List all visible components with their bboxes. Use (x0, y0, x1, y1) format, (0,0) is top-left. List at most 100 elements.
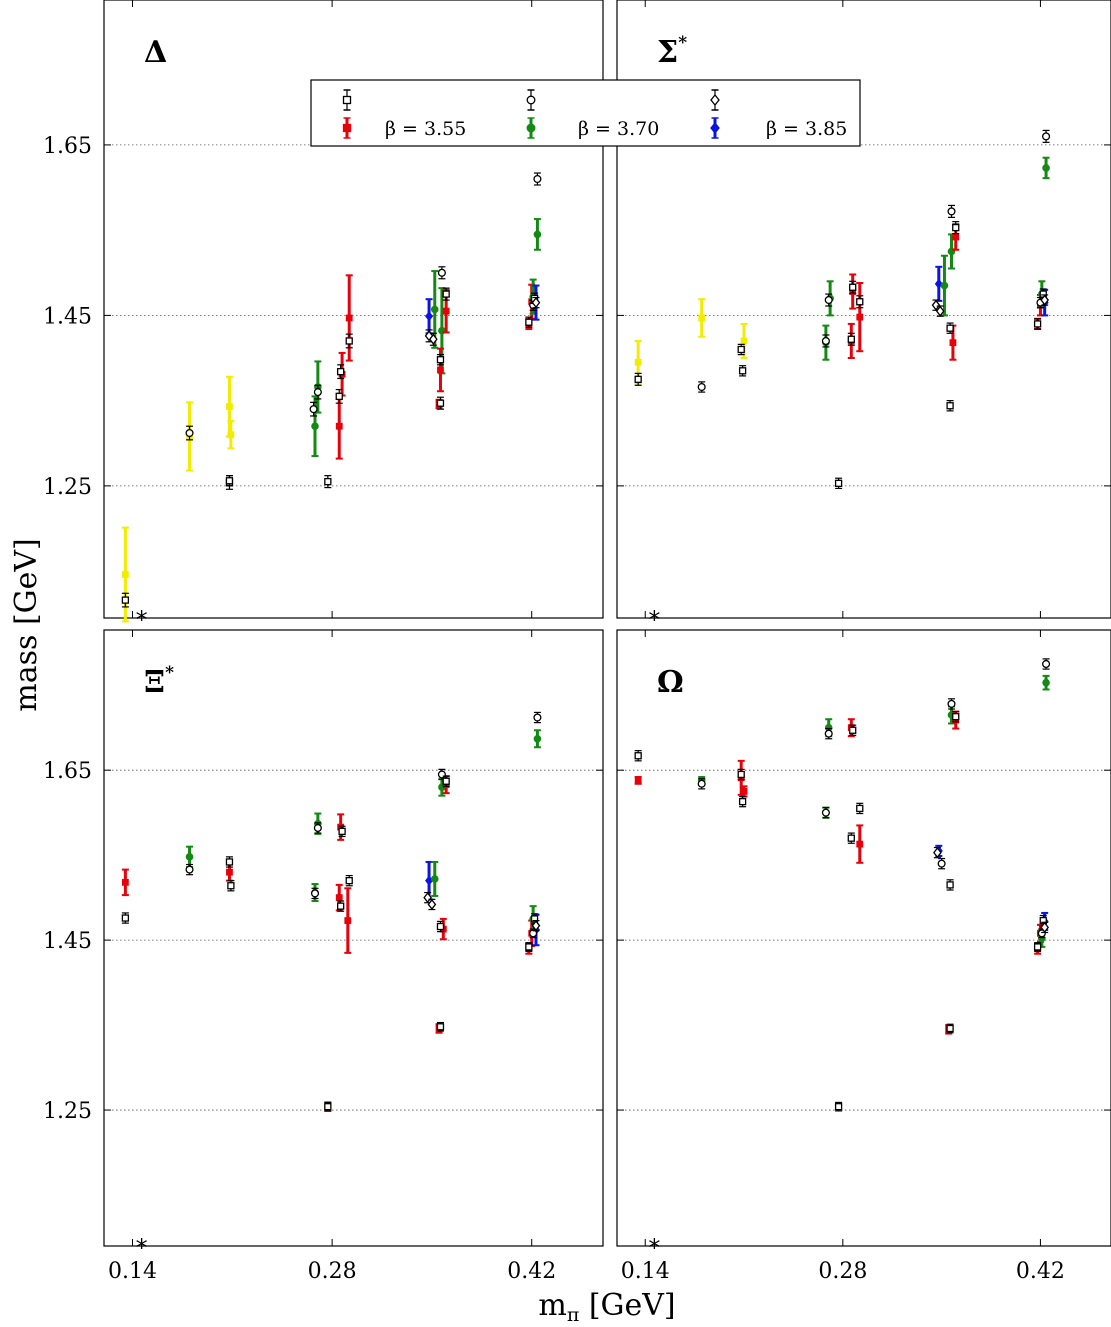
data-point-open (946, 400, 954, 412)
circle-marker (309, 405, 318, 414)
data-point-open (533, 711, 542, 724)
square-marker (634, 375, 642, 383)
square-marker (121, 571, 129, 578)
data-point-open (310, 887, 320, 900)
data-point-open (1033, 318, 1042, 330)
square-marker (634, 752, 642, 760)
data-point (698, 298, 706, 338)
x-tick-label: 0.28 (308, 1259, 357, 1284)
circle-marker (940, 281, 949, 290)
data-series (634, 129, 1051, 490)
square-marker (856, 840, 864, 848)
data-point (533, 218, 542, 251)
physical-point-marker: * (648, 606, 660, 634)
square-marker (856, 298, 864, 306)
panel-1: 1.25 1.45 1.65 Δ * (43, 0, 604, 634)
x-tick-label: 0.28 (818, 1259, 867, 1284)
legend: β = 3.55 β = 3.70 β = 3.85 (310, 79, 861, 147)
data-point-open (737, 768, 745, 781)
data-point-open (1040, 921, 1049, 934)
data-point-open (946, 1023, 954, 1034)
data-point-open (338, 825, 346, 838)
data-point-open (952, 710, 960, 723)
data-point-open (427, 898, 437, 911)
square-marker (337, 902, 345, 910)
data-point-open (1037, 928, 1046, 939)
square-marker (952, 223, 960, 232)
data-point-open (313, 384, 322, 400)
legend-circle-marker (526, 95, 536, 105)
square-marker (847, 834, 855, 842)
circle-marker (824, 295, 833, 305)
square-marker (738, 797, 747, 806)
y-tick-label: 1.25 (43, 1099, 92, 1124)
data-point-open (697, 778, 706, 790)
square-marker (1033, 943, 1042, 951)
square-marker (634, 358, 642, 366)
data-point-open (946, 879, 954, 891)
y-tick-label: 1.45 (43, 304, 92, 329)
data-point (121, 868, 129, 897)
data-point-open (436, 396, 445, 410)
circle-marker (529, 929, 538, 938)
panel-title: Ξ* (144, 663, 174, 700)
legend-entry: β = 3.70 (526, 89, 659, 140)
square-marker (530, 915, 539, 923)
diamond-marker (1040, 921, 1049, 933)
data-point-open (531, 296, 541, 309)
data-point-open (856, 802, 864, 815)
data-series (634, 658, 1051, 1112)
data-point-open (634, 372, 642, 386)
square-marker (740, 788, 748, 795)
square-marker (946, 1024, 954, 1033)
y-tick-label: 1.25 (43, 475, 92, 500)
legend-diamond-marker (710, 93, 720, 107)
square-marker (437, 366, 444, 374)
square-marker (698, 314, 706, 322)
x-axis-label: mπ [GeV] (538, 1288, 675, 1326)
diamond-marker (935, 305, 945, 317)
data-point-open (952, 221, 960, 235)
square-marker (225, 858, 234, 866)
circle-marker (311, 422, 319, 431)
square-marker (946, 324, 954, 332)
circle-marker (313, 388, 322, 397)
circle-marker (310, 889, 320, 898)
circle-marker (1037, 929, 1046, 938)
panel-3: 1.25 1.45 1.65 0.14 0.28 0.42 Ξ* * (43, 629, 604, 1284)
data-point-open (821, 806, 830, 819)
x-tick-label: 0.42 (507, 1259, 556, 1284)
diamond-marker (424, 330, 434, 342)
data-point-open (634, 750, 642, 762)
square-marker (949, 339, 957, 347)
diamond-marker (934, 278, 943, 290)
square-marker (121, 878, 129, 886)
square-marker (442, 777, 450, 785)
x-tick-label: 0.14 (621, 1259, 670, 1284)
square-marker (834, 1103, 843, 1111)
data-point (430, 860, 439, 897)
legend-label: β = 3.70 (578, 118, 659, 140)
square-marker (226, 403, 233, 411)
square-marker (952, 713, 960, 721)
square-marker (121, 596, 130, 604)
physical-point-marker: * (648, 1234, 660, 1262)
square-marker (436, 922, 445, 931)
panel-frame (616, 629, 1111, 1247)
data-point-open (225, 475, 234, 487)
data-point-open (121, 592, 130, 608)
x-tick-label: 0.14 (108, 1259, 157, 1284)
data-point (634, 775, 642, 785)
square-marker (324, 1103, 332, 1111)
square-marker (442, 307, 450, 315)
circle-marker (1042, 132, 1051, 141)
square-marker (856, 313, 864, 321)
data-point-open (225, 856, 234, 868)
square-marker (335, 392, 343, 401)
data-point-open (946, 322, 954, 334)
square-marker (442, 290, 450, 298)
data-point-open (697, 381, 706, 393)
square-marker (225, 477, 234, 485)
circle-marker (185, 865, 194, 874)
data-point-open (437, 266, 446, 280)
